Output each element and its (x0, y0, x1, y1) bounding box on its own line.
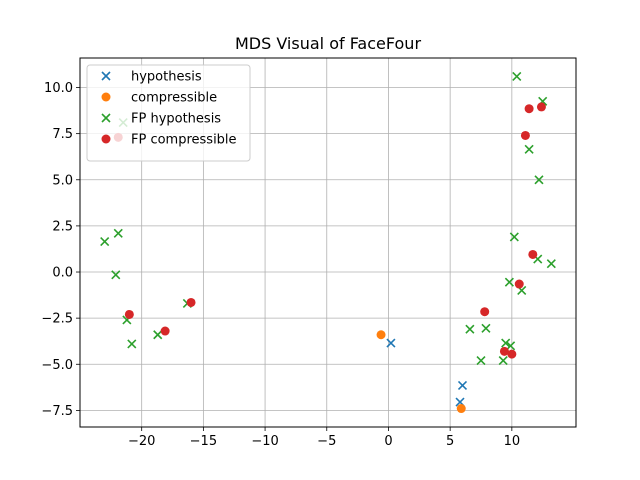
grid (80, 58, 576, 427)
fp-hypothesis-point (111, 270, 121, 280)
fp-hypothesis-point (100, 237, 110, 247)
legend-marker-hypothesis (101, 71, 111, 81)
x-tick-label: −15 (190, 434, 217, 449)
x-tick-label: −20 (128, 434, 155, 449)
axis-ticks: −20 −15 −10 −5 0 5 10 −7.5 −5.0 −2.5 0.0 2.5 5.0 7.5 1… (41, 81, 520, 449)
legend-label-compressible: compressible (131, 91, 217, 106)
fp-hypothesis-point (153, 330, 163, 340)
x-tick-label: 10 (504, 434, 521, 449)
fp-hypothesis-point (127, 339, 137, 349)
fp-hypothesis-point (512, 71, 522, 82)
fp-compressible-point (499, 346, 509, 356)
y-tick-label: 5.0 (52, 173, 73, 188)
legend-marker-fp-hypothesis (101, 113, 111, 123)
legend-label-fp-compressible: FP compressible (131, 133, 237, 148)
fp-hypothesis-point (509, 232, 519, 242)
fp-hypothesis-point (465, 324, 475, 334)
fp-hypothesis-point (524, 144, 534, 154)
fp-hypothesis-point (113, 228, 123, 238)
fp-compressible-point (507, 349, 517, 359)
x-tick-label: 5 (446, 434, 454, 449)
y-tick-label: 10.0 (44, 81, 73, 96)
fp-hypothesis-point (534, 175, 544, 185)
fp-compressible-point (524, 104, 534, 114)
fp-hypothesis-point (476, 356, 486, 366)
fp-compressible-point (514, 279, 524, 289)
x-tick-label: −5 (317, 434, 336, 449)
legend-marker-fp-compressible (101, 134, 111, 144)
y-tick-label: −2.5 (41, 312, 73, 327)
fp-compressible-point (528, 249, 538, 259)
compressible-point (456, 404, 466, 414)
fp-compressible-point (520, 130, 530, 140)
legend-marker-compressible (101, 92, 111, 102)
fp-compressible-point (536, 102, 546, 112)
data-points (100, 71, 556, 414)
y-tick-label: 0.0 (52, 266, 73, 281)
y-tick-label: 2.5 (52, 219, 73, 234)
compressible-point (376, 330, 386, 340)
hypothesis-point (457, 380, 468, 391)
legend-box (86, 64, 251, 162)
legend-label-hypothesis: hypothesis (131, 70, 202, 85)
fp-hypothesis-point (501, 338, 511, 348)
legend: hypothesis compressible FP hypothesis FP co… (86, 64, 251, 162)
y-tick-label: −5.0 (41, 358, 73, 373)
plot-area-frame (79, 57, 577, 428)
fp-compressible-point (160, 326, 170, 336)
fp-hypothesis-point (506, 341, 516, 351)
fp-hypothesis-point (481, 323, 491, 333)
fp-hypothesis-point (504, 277, 514, 287)
x-tick-label: 0 (384, 434, 392, 449)
fp-compressible-point (480, 307, 490, 317)
y-tick-label: 7.5 (52, 127, 73, 142)
fp-compressible-point (186, 297, 196, 307)
fp-hypothesis-point (498, 356, 508, 366)
chart-title: MDS Visual of FaceFour (235, 34, 421, 53)
fp-hypothesis-point (546, 259, 556, 269)
fp-compressible-point (124, 309, 134, 319)
x-tick-label: −10 (251, 434, 278, 449)
hypothesis-point (386, 338, 396, 348)
legend-label-fp-hypothesis: FP hypothesis (131, 112, 221, 127)
y-tick-label: −7.5 (41, 404, 73, 419)
